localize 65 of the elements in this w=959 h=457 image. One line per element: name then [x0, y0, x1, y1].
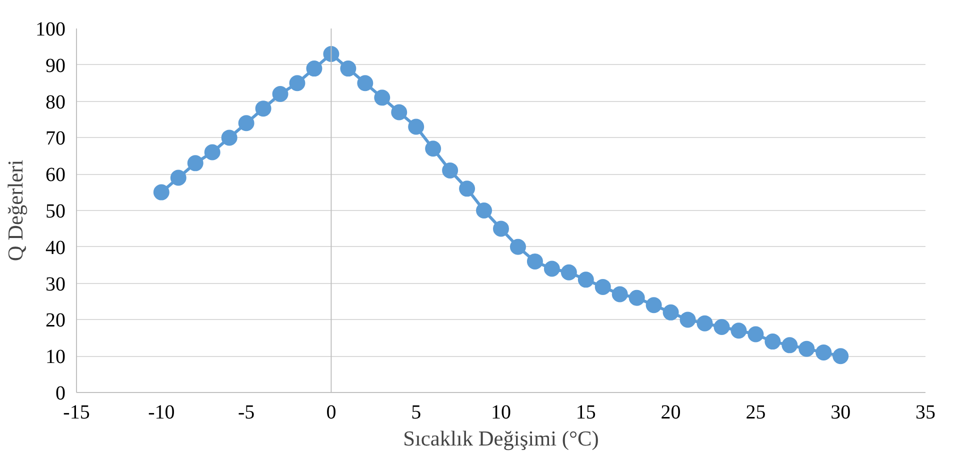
point [510, 238, 526, 255]
point [816, 344, 832, 360]
point [493, 220, 509, 237]
point [748, 326, 764, 342]
point [476, 202, 492, 218]
x-tick-label: 25 [746, 402, 766, 424]
x-tick-label: -5 [238, 402, 255, 424]
point [238, 115, 254, 132]
point [425, 140, 442, 157]
y-tick-label: 30 [46, 273, 66, 296]
point [323, 46, 340, 62]
point [628, 290, 645, 306]
point [357, 75, 374, 92]
x-tick-label: 30 [830, 402, 851, 424]
point [408, 118, 424, 135]
y-tick-label: 80 [46, 91, 66, 114]
point [714, 318, 730, 335]
x-tick-label: -15 [63, 402, 90, 424]
point [272, 86, 288, 102]
point [204, 144, 220, 160]
point [374, 90, 390, 106]
point [170, 170, 186, 186]
point [764, 334, 781, 350]
point [612, 286, 628, 302]
x-axis-title: Sıcaklık Değişimi (°C) [403, 426, 599, 450]
point [832, 348, 849, 364]
y-axis-title: Q Değerleri [4, 160, 28, 262]
y-tick-label: 10 [46, 346, 66, 368]
point [646, 297, 662, 314]
point [578, 272, 594, 288]
y-tick-label: 100 [36, 18, 66, 40]
y-tick-label: 90 [46, 54, 66, 77]
point [306, 60, 322, 77]
point [153, 184, 170, 200]
y-tick-label: 50 [46, 200, 66, 222]
y-tick-label: 20 [46, 310, 66, 332]
point [340, 60, 356, 77]
y-tick-label: 60 [46, 164, 66, 186]
point [680, 312, 696, 328]
point [782, 337, 798, 354]
x-tick-label: 15 [576, 402, 596, 424]
point [544, 260, 560, 277]
x-tick-label: 10 [491, 402, 511, 424]
point [594, 278, 611, 295]
point [560, 264, 577, 280]
y-tick-label: 0 [56, 382, 66, 404]
point [696, 315, 713, 332]
point [289, 75, 306, 92]
y-tick-label: 70 [46, 128, 66, 150]
point [730, 322, 747, 339]
x-tick-label: -10 [148, 402, 175, 424]
point [526, 253, 543, 270]
point [391, 104, 408, 120]
point [187, 155, 204, 172]
x-tick-label: 0 [326, 402, 336, 424]
y-tick-label: 40 [46, 236, 66, 259]
point [662, 304, 679, 320]
x-tick-label: 20 [660, 402, 681, 424]
point [255, 100, 272, 117]
point [221, 130, 238, 146]
x-tick-label: 35 [916, 402, 936, 424]
point [459, 180, 476, 197]
point [798, 340, 815, 357]
point [442, 162, 458, 178]
x-tick-label: 5 [411, 402, 422, 424]
